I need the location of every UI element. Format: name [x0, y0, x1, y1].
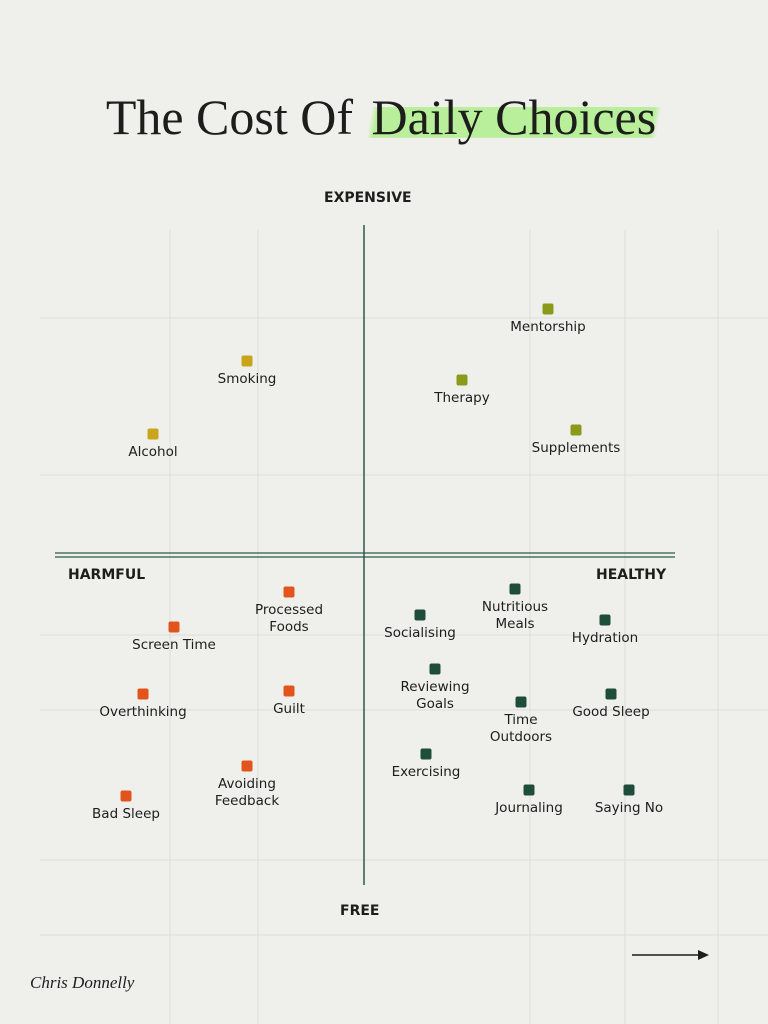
point-label: Hydration [571, 630, 639, 646]
point-marker [283, 685, 295, 697]
point-marker [623, 784, 635, 796]
point-label: Processed Foods [254, 602, 324, 635]
point-label: Journaling [495, 800, 563, 816]
point-marker [509, 583, 521, 595]
point-marker [283, 586, 295, 598]
point-marker [137, 688, 149, 700]
point-marker [414, 609, 426, 621]
title-text: The Cost Of [105, 89, 354, 145]
point-label: Guilt [273, 701, 305, 717]
author: Chris Donnelly [30, 973, 135, 992]
title-highlight: Daily Choices [365, 89, 663, 145]
point-marker [241, 355, 253, 367]
point-label: Mentorship [510, 319, 586, 335]
point-marker [420, 748, 432, 760]
point-label: Saying No [594, 800, 664, 816]
axis-label: FREE [340, 903, 380, 919]
point-label: Alcohol [128, 444, 178, 460]
point-label: Therapy [434, 390, 490, 406]
point-label: Socialising [384, 625, 456, 641]
point-label: Reviewing Goals [400, 679, 470, 712]
point-label: Smoking [217, 371, 277, 387]
point-marker [605, 688, 617, 700]
point-marker [168, 621, 180, 633]
point-label: Screen Time [132, 637, 216, 653]
point-marker [120, 790, 132, 802]
axis-label: HARMFUL [68, 567, 146, 583]
point-label: Good Sleep [572, 704, 650, 720]
point-label: Bad Sleep [92, 806, 160, 822]
point-marker [429, 663, 441, 675]
point-label: Exercising [391, 764, 461, 780]
axis-label: EXPENSIVE [324, 190, 412, 206]
title: The Cost Of Daily Choices [0, 88, 768, 146]
axis-label: HEALTHY [596, 567, 667, 583]
point-label: Nutritious Meals [481, 599, 549, 632]
point-marker [147, 428, 159, 440]
point-label: Time Outdoors [489, 712, 553, 745]
point-marker [515, 696, 527, 708]
point-marker [570, 424, 582, 436]
arrow-head [698, 950, 709, 960]
point-marker [542, 303, 554, 315]
point-label: Supplements [531, 440, 621, 456]
point-label: Overthinking [99, 704, 187, 720]
point-marker [523, 784, 535, 796]
point-marker [241, 760, 253, 772]
point-marker [599, 614, 611, 626]
point-marker [456, 374, 468, 386]
point-label: Avoiding Feedback [214, 776, 280, 809]
